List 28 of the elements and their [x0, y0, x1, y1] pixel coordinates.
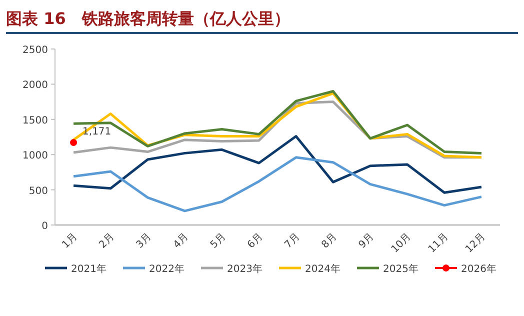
- line-series: [72, 135, 483, 194]
- y-tick-label: 1000: [22, 150, 48, 162]
- y-tick-label: 2000: [22, 80, 48, 92]
- y-tick-label: 2500: [22, 45, 48, 56]
- legend-label: 2022年: [149, 263, 184, 275]
- legend-label: 2023年: [227, 263, 262, 275]
- y-tick-label: 1500: [22, 115, 48, 126]
- x-tick-label: 10月: [390, 231, 414, 256]
- data-label: 1,171: [82, 126, 112, 138]
- legend-label: 2025年: [383, 263, 418, 275]
- x-tick-label: 12月: [464, 231, 488, 256]
- legend-label: 2024年: [305, 263, 340, 275]
- line-series: [72, 156, 483, 212]
- x-tick-label: 11月: [426, 231, 450, 256]
- y-tick-label: 0: [42, 221, 48, 232]
- x-tick-label: 8月: [320, 231, 340, 251]
- x-tick-label: 1月: [60, 231, 80, 251]
- chart-title: 图表 16 铁路旅客周转量（亿人公里）: [6, 9, 290, 28]
- x-tick-label: 7月: [282, 231, 302, 251]
- x-tick-label: 2月: [97, 231, 117, 251]
- x-tick-label: 6月: [246, 231, 266, 251]
- x-tick-label: 3月: [134, 231, 154, 251]
- legend-label: 2021年: [71, 263, 106, 275]
- y-tick-label: 500: [28, 186, 48, 197]
- legend-label: 2026年: [461, 263, 496, 275]
- x-tick-label: 5月: [208, 231, 228, 251]
- x-tick-label: 4月: [172, 231, 191, 251]
- x-tick-label: 9月: [356, 231, 376, 251]
